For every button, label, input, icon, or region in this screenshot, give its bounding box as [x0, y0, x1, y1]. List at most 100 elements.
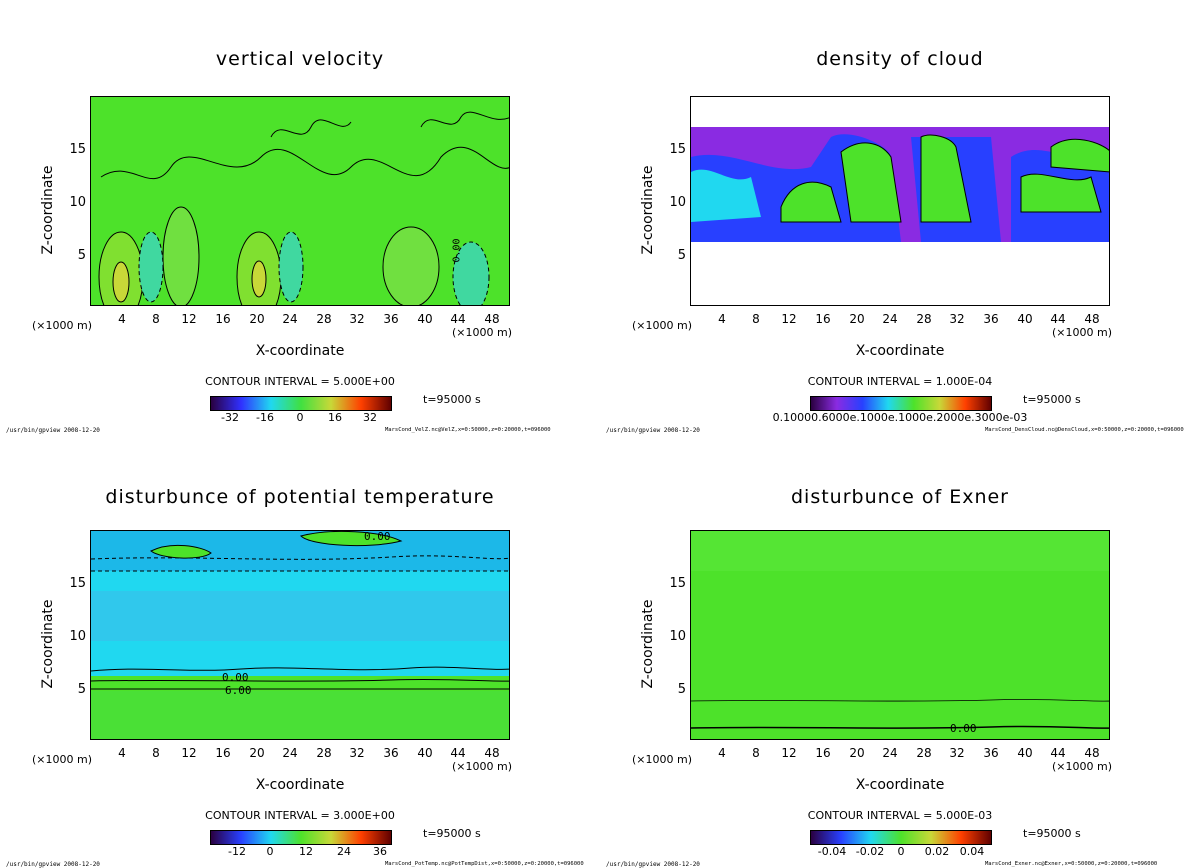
- x-tick: 28: [916, 746, 932, 760]
- x-tick: 12: [781, 746, 797, 760]
- x-tick: 16: [815, 746, 831, 760]
- colorbar: [810, 830, 992, 845]
- contour-label: 0.00: [222, 671, 249, 684]
- contour-label: 0.00: [364, 530, 391, 543]
- y-tick: 10: [69, 195, 86, 210]
- colorbar-labels: -12 0 12 24 36: [190, 845, 410, 859]
- x-tick: 28: [916, 312, 932, 326]
- x-unit-right: (×1000 m): [1052, 760, 1113, 773]
- y-tick: 10: [669, 195, 686, 210]
- colorbar-tick: 36: [373, 845, 387, 858]
- y-axis-label: Z-coordinate: [640, 599, 656, 689]
- contour-interval: CONTOUR INTERVAL = 5.000E+00: [205, 375, 395, 388]
- footer-source: MarsCond_PotTemp.nc@PotTempDist,x=0:5000…: [385, 861, 584, 867]
- x-tick: 28: [316, 312, 332, 326]
- x-tick: 40: [1017, 312, 1033, 326]
- contour-interval: CONTOUR INTERVAL = 3.000E+00: [205, 809, 395, 822]
- colorbar-labels: 0.10000.6000e.1000e.1000e.2000e.3000e-03: [773, 411, 1028, 425]
- contour-label: 6.00: [225, 684, 252, 697]
- y-tick: 10: [669, 629, 686, 644]
- y-tick: 15: [669, 576, 686, 591]
- y-tick: 10: [69, 629, 86, 644]
- x-unit-left: (×1000 m): [632, 319, 693, 332]
- footer-program: /usr/bin/gpview 2008-12-20: [606, 861, 700, 868]
- colorbar-labels: -0.04 -0.02 0 0.02 0.04: [790, 845, 1010, 859]
- colorbar-tick: -32: [221, 411, 239, 424]
- x-tick: 28: [316, 746, 332, 760]
- x-unit-left: (×1000 m): [632, 753, 693, 766]
- x-tick: 24: [882, 312, 898, 326]
- x-unit-right: (×1000 m): [452, 760, 513, 773]
- plot-area: [690, 530, 1110, 740]
- x-tick: 4: [118, 746, 126, 760]
- x-axis-label: X-coordinate: [255, 343, 345, 359]
- y-axis-label: Z-coordinate: [40, 599, 56, 689]
- x-tick: 36: [983, 746, 999, 760]
- x-tick: 8: [752, 746, 760, 760]
- footer-program: /usr/bin/gpview 2008-12-20: [6, 427, 100, 434]
- x-tick: 16: [815, 312, 831, 326]
- colorbar-tick: -16: [256, 411, 274, 424]
- x-tick: 20: [249, 746, 265, 760]
- x-tick: 12: [181, 312, 197, 326]
- y-axis-label: Z-coordinate: [640, 165, 656, 255]
- colorbar-tick: -12: [228, 845, 246, 858]
- x-tick: 44: [450, 746, 466, 760]
- footer-source: MarsCond_Exner.nc@Exner,x=0:50000,z=0:20…: [985, 861, 1158, 867]
- x-tick: 4: [118, 312, 126, 326]
- x-tick: 16: [215, 746, 231, 760]
- colorbar: [810, 396, 992, 411]
- x-tick: 48: [484, 746, 500, 760]
- x-unit-right: (×1000 m): [1052, 326, 1113, 339]
- x-unit-left: (×1000 m): [32, 319, 93, 332]
- panel-vertical-velocity: vertical velocity Z-coordinate 5 10 15 4…: [0, 0, 600, 434]
- x-tick: 36: [983, 312, 999, 326]
- colorbar-tick: 32: [363, 411, 377, 424]
- x-tick: 24: [282, 746, 298, 760]
- time-label: t=95000 s: [423, 393, 481, 406]
- plot-area: [90, 530, 510, 740]
- x-tick: 24: [282, 312, 298, 326]
- x-tick: 40: [1017, 746, 1033, 760]
- footer-source: MarsCond_DensCloud.nc@DensCloud,x=0:5000…: [985, 427, 1184, 433]
- x-axis-label: X-coordinate: [255, 777, 345, 793]
- plot-area: [690, 96, 1110, 306]
- x-tick: 4: [718, 312, 726, 326]
- x-tick: 44: [1050, 312, 1066, 326]
- x-tick: 44: [450, 312, 466, 326]
- contour-interval: CONTOUR INTERVAL = 1.000E-04: [807, 375, 993, 388]
- chart-title: vertical velocity: [215, 48, 385, 70]
- time-label: t=95000 s: [423, 827, 481, 840]
- colorbar-tick: 12: [299, 845, 313, 858]
- colorbar-tick: 24: [337, 845, 351, 858]
- x-tick: 8: [152, 746, 160, 760]
- colorbar-tick: 0.02: [924, 845, 950, 858]
- x-tick: 32: [949, 746, 965, 760]
- x-tick: 8: [152, 312, 160, 326]
- x-tick: 32: [349, 312, 365, 326]
- x-unit-left: (×1000 m): [32, 753, 93, 766]
- colorbar-tick: -0.04: [817, 845, 847, 858]
- colorbar: [210, 396, 392, 411]
- contour-interval: CONTOUR INTERVAL = 5.000E-03: [807, 809, 993, 822]
- colorbar-tick: 0.10000.6000e.1000e.1000e.2000e.3000e-03: [772, 411, 1028, 424]
- chart-title: disturbunce of Exner: [790, 486, 1009, 508]
- chart-title: disturbunce of potential temperature: [105, 486, 495, 508]
- colorbar-labels: -32 -16 0 16 32: [190, 411, 410, 425]
- x-tick: 32: [349, 746, 365, 760]
- y-tick: 15: [69, 576, 86, 591]
- contour-label: 0.00: [950, 722, 977, 735]
- x-unit-right: (×1000 m): [452, 326, 513, 339]
- plot-area: [90, 96, 510, 306]
- contour-label: 0.00: [451, 238, 463, 263]
- colorbar-tick: -0.02: [855, 845, 885, 858]
- time-label: t=95000 s: [1023, 393, 1081, 406]
- x-tick: 40: [417, 312, 433, 326]
- x-tick: 48: [1084, 312, 1100, 326]
- x-tick: 48: [1084, 746, 1100, 760]
- x-tick: 40: [417, 746, 433, 760]
- x-axis-label: X-coordinate: [855, 777, 945, 793]
- y-tick: 5: [677, 248, 686, 263]
- y-tick: 15: [69, 142, 86, 157]
- panel-exner: disturbunce of Exner Z-coordinate 5 10 1…: [600, 434, 1200, 868]
